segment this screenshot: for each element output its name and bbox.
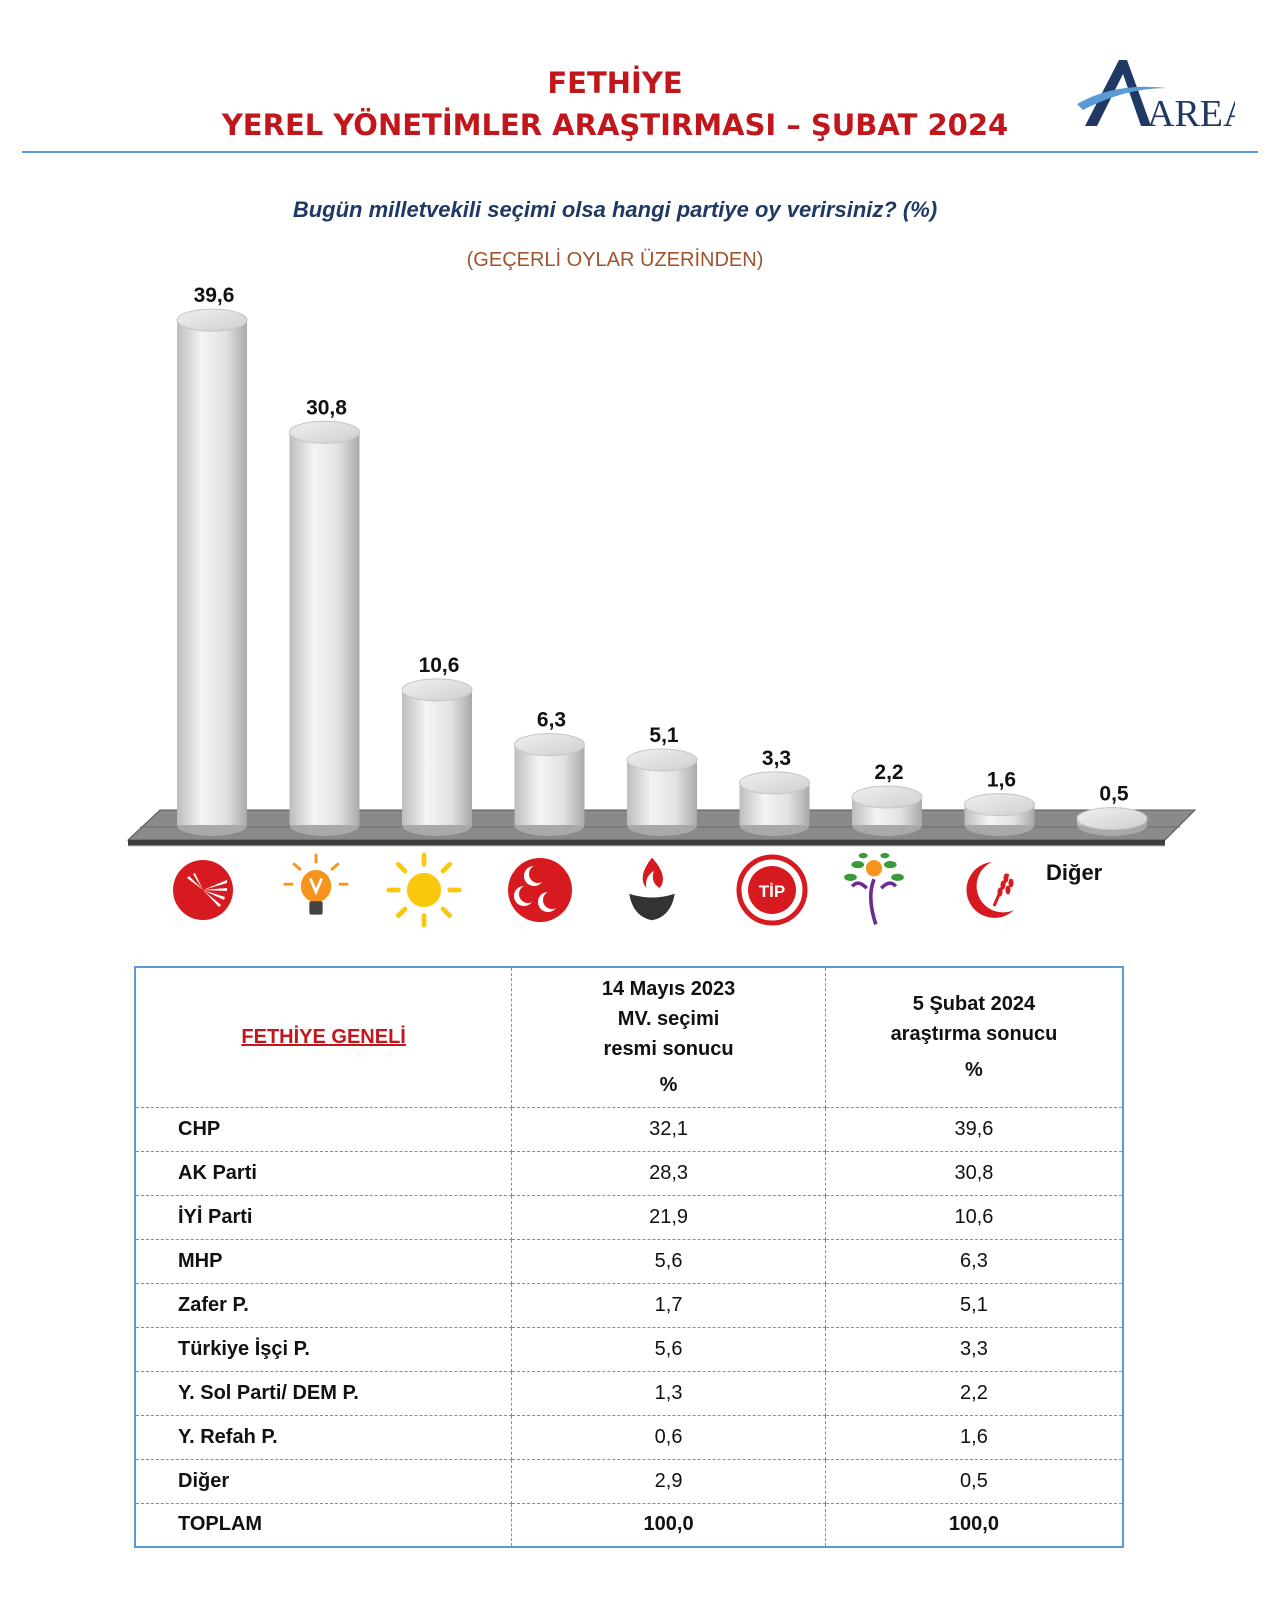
row-party: Zafer P.: [134, 1282, 513, 1328]
row-value-2024: 0,5: [824, 1458, 1124, 1504]
bar-Diğer: [1076, 807, 1148, 836]
row-value-2023: 5,6: [511, 1238, 826, 1284]
row-value-2024: 100,0: [824, 1502, 1124, 1548]
page-subtitle: YEREL YÖNETİMLER ARAŞTIRMASI – ŞUBAT 202…: [221, 108, 1009, 142]
col1-unit: %: [659, 1074, 678, 1097]
row-value-2023: 1,3: [511, 1370, 826, 1416]
bar-chp: [176, 308, 248, 836]
column-header-2023: 14 Mayıs 2023 MV. seçimi resmi sonucu %: [511, 966, 826, 1108]
bar-ak-parti: [289, 420, 360, 836]
row-value-2024: 2,2: [824, 1370, 1124, 1416]
data-label-mhp: 6,3: [537, 709, 566, 732]
row-value-2023: 5,6: [511, 1326, 826, 1372]
row-party: Y. Refah P.: [134, 1414, 513, 1460]
data-label-dem: 2,2: [874, 761, 903, 784]
table-header-row: FETHİYE GENELİ 14 Mayıs 2023 MV. seçimi …: [134, 966, 1124, 1108]
bar-iyi-parti: [401, 678, 473, 836]
row-value-2023: 100,0: [511, 1502, 826, 1548]
chart-question: Bugün milletvekili seçimi olsa hangi par…: [292, 197, 938, 222]
row-party: CHP: [134, 1106, 513, 1152]
row-value-2023: 32,1: [511, 1106, 826, 1152]
col1-line3: resmi sonucu: [603, 1038, 734, 1061]
row-value-2024: 39,6: [824, 1106, 1124, 1152]
row-value-2024: 6,3: [824, 1238, 1124, 1284]
row-value-2023: 28,3: [511, 1150, 826, 1196]
ak-parti-logo-icon: [283, 853, 349, 915]
row-value-2023: 1,7: [511, 1282, 826, 1328]
bar-zafer: [626, 748, 698, 836]
area-logo: AREA: [1077, 60, 1235, 135]
table-row: Türkiye İşçi P. 5,6 3,3: [134, 1326, 1124, 1372]
table-corner-header: FETHİYE GENELİ: [134, 966, 513, 1108]
data-label-chp: 39,6: [194, 284, 235, 307]
row-party: AK Parti: [134, 1150, 513, 1196]
data-label-ak-parti: 30,8: [306, 396, 347, 419]
tip-logo-text: TİP: [759, 882, 785, 901]
table-total-row: TOPLAM 100,0 100,0: [134, 1502, 1124, 1548]
row-value-2023: 2,9: [511, 1458, 826, 1504]
column-header-2024: 5 Şubat 2024 araştırma sonucu %: [824, 966, 1124, 1108]
row-value-2024: 5,1: [824, 1282, 1124, 1328]
bar-mhp: [514, 733, 585, 836]
bar-dem: [851, 785, 923, 836]
row-party: MHP: [134, 1238, 513, 1284]
bar-yeniden-refah: [964, 793, 1035, 836]
bar-tip: [739, 771, 810, 836]
col2-unit: %: [965, 1059, 983, 1082]
table-row: İYİ Parti 21,9 10,6: [134, 1194, 1124, 1240]
row-party: Y. Sol Parti/ DEM P.: [134, 1370, 513, 1416]
chp-logo-icon: [173, 860, 233, 920]
row-value-2024: 3,3: [824, 1326, 1124, 1372]
category-label-diger: Diğer: [1046, 860, 1103, 885]
tip-logo-icon: TİP: [736, 854, 808, 926]
row-value-2024: 1,6: [824, 1414, 1124, 1460]
page-title: FETHİYE: [547, 66, 683, 100]
col2-line2: araştırma sonucu: [890, 1023, 1058, 1046]
header-divider: [22, 151, 1258, 153]
corner-label: FETHİYE GENELİ: [241, 1026, 406, 1049]
data-label-yeniden-refah: 1,6: [987, 769, 1016, 792]
col1-line1: 14 Mayıs 2023: [601, 978, 736, 1001]
results-table: FETHİYE GENELİ 14 Mayıs 2023 MV. seçimi …: [134, 966, 1124, 1548]
data-label-zafer: 5,1: [649, 724, 679, 747]
table-row: Y. Refah P. 0,6 1,6: [134, 1414, 1124, 1460]
data-label-Diğer: 0,5: [1099, 783, 1129, 806]
row-value-2023: 21,9: [511, 1194, 826, 1240]
row-value-2023: 0,6: [511, 1414, 826, 1460]
row-value-2024: 10,6: [824, 1194, 1124, 1240]
table-row: Diğer 2,9 0,5: [134, 1458, 1124, 1504]
chart-subnote: (GEÇERLİ OYLAR ÜZERİNDEN): [466, 249, 764, 271]
yeniden-refah-logo-icon: [966, 862, 1014, 918]
iyi-parti-logo-icon: [386, 852, 462, 928]
data-label-tip: 3,3: [762, 747, 791, 770]
row-party: Türkiye İşçi P.: [134, 1326, 513, 1372]
data-label-iyi-parti: 10,6: [419, 654, 460, 677]
table-row: AK Parti 28,3 30,8: [134, 1150, 1124, 1196]
table-row: Y. Sol Parti/ DEM P. 1,3 2,2: [134, 1370, 1124, 1416]
table-row: Zafer P. 1,7 5,1: [134, 1282, 1124, 1328]
row-party: Diğer: [134, 1458, 513, 1504]
row-party: TOPLAM: [134, 1502, 513, 1548]
table-row: MHP 5,6 6,3: [134, 1238, 1124, 1284]
logo-text: AREA: [1147, 93, 1235, 135]
dem-parti-logo-icon: [844, 852, 904, 925]
row-value-2024: 30,8: [824, 1150, 1124, 1196]
table-row: CHP 32,1 39,6: [134, 1106, 1124, 1152]
bar-chart: 39,6 30,8 10,6 6,3 5,1 3,3 2,2 1,6 0,5: [126, 284, 1197, 847]
col1-line2: MV. seçimi: [617, 1008, 720, 1031]
zafer-partisi-logo-icon: [629, 857, 675, 921]
col2-line1: 5 Şubat 2024: [912, 993, 1036, 1016]
row-party: İYİ Parti: [134, 1194, 513, 1240]
mhp-logo-icon: [508, 858, 572, 922]
